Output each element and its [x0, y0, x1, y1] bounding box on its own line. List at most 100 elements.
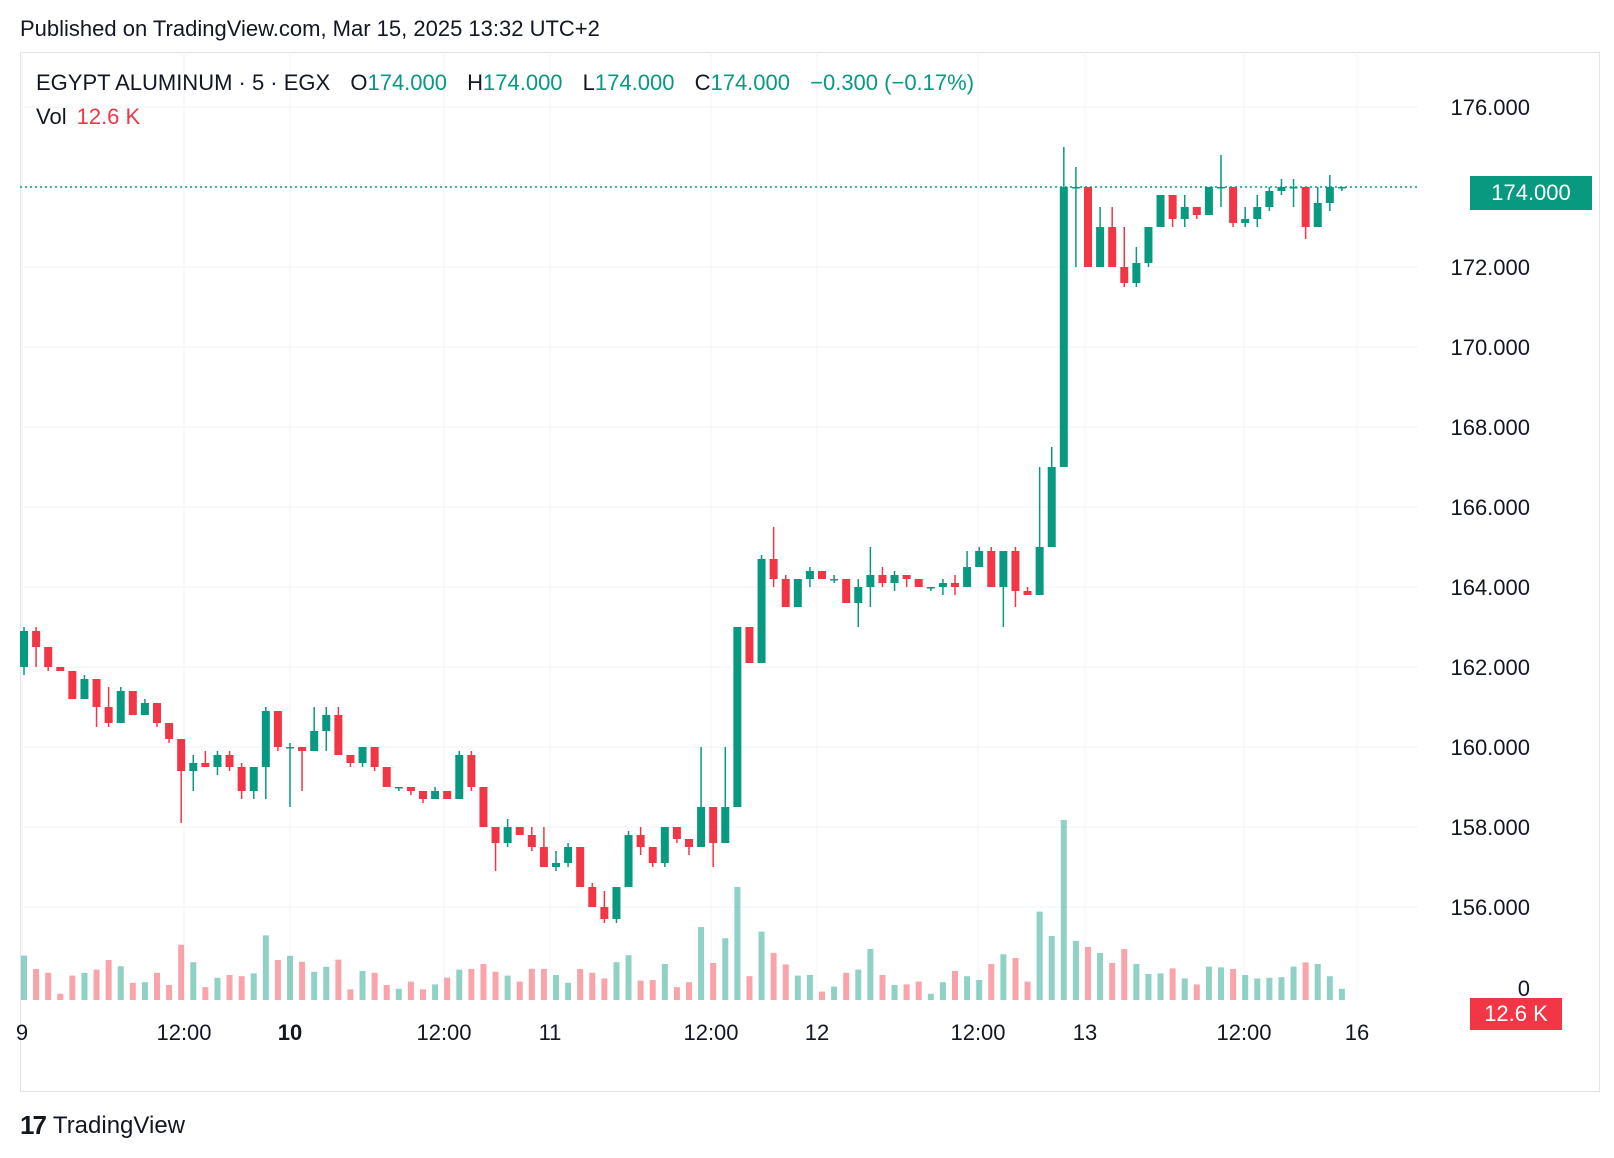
candle-body [793, 579, 802, 607]
x-tick-label: 16 [1345, 1020, 1369, 1045]
candle-body [382, 767, 391, 787]
y-tick-label: 166.000 [1450, 495, 1530, 520]
last-volume-badge: 12.6 K [1470, 998, 1562, 1030]
volume-bar [45, 972, 52, 1000]
candle-body [249, 767, 258, 791]
x-tick-label: 12:00 [683, 1020, 738, 1045]
volume-bar [274, 960, 281, 1000]
x-tick-label: 11 [539, 1020, 562, 1045]
candle-body [721, 807, 730, 843]
volume-bar [553, 975, 559, 1000]
candle-body [1204, 187, 1213, 215]
volume-bar [939, 982, 946, 1000]
candle-body [1144, 227, 1153, 263]
candle-body [1047, 467, 1056, 547]
chart-frame [20, 52, 1600, 1092]
close-label: C [694, 70, 711, 95]
candle-body [165, 723, 174, 739]
volume-bar [311, 971, 318, 1000]
volume-bar [166, 985, 173, 1000]
volume-bar [613, 962, 620, 1000]
candle-body [1229, 187, 1238, 223]
candle-body [660, 827, 669, 863]
x-tick-label: 13 [1073, 1020, 1097, 1045]
candle-body [431, 791, 440, 799]
volume-axis-label: 0 [1518, 976, 1530, 1001]
candle-body [539, 847, 548, 867]
candle-body [636, 835, 645, 847]
candle-body [926, 587, 935, 589]
candle-body [564, 847, 573, 863]
volume-bar [1133, 964, 1140, 1000]
open-value: 174.000 [367, 70, 447, 95]
volume-bar [323, 966, 330, 1000]
x-tick-label: 9 [16, 1020, 28, 1045]
volume-bar [335, 959, 342, 1000]
candle-body [479, 787, 488, 827]
x-tick-label: 12:00 [156, 1020, 211, 1045]
volume-bar [262, 935, 269, 1000]
volume-bar [299, 961, 306, 1000]
low-value: 174.000 [594, 70, 675, 95]
candle-body [552, 863, 560, 867]
candle-body [1023, 591, 1032, 595]
volume-bar [1254, 978, 1261, 1000]
candle-body [975, 551, 984, 567]
candle-body [32, 631, 41, 647]
volume-bar [843, 972, 850, 1000]
volume-bar [1205, 966, 1212, 1000]
volume-bar [202, 987, 209, 1000]
volume-bar [1060, 820, 1067, 1000]
volume-bar [601, 978, 608, 1000]
high-label: H [467, 70, 484, 95]
volume-bar [117, 966, 124, 1000]
volume-bar [577, 969, 584, 1000]
footer-brand[interactable]: 17 TradingView [20, 1110, 185, 1141]
volume-bar [1230, 969, 1237, 1000]
candle-body [225, 755, 234, 767]
volume-bar [371, 972, 378, 1000]
candle-body [1325, 187, 1334, 203]
published-caption: Published on TradingView.com, Mar 15, 20… [20, 16, 600, 41]
open-label: O [350, 70, 368, 95]
volume-bar [480, 964, 487, 1000]
candle-body [455, 755, 464, 799]
volume-bar [492, 971, 499, 1000]
volume-bar [1314, 964, 1321, 1000]
candle-body [733, 627, 742, 807]
volume-bar [1012, 958, 1019, 1000]
candle-body [757, 559, 766, 663]
candle-body [769, 559, 778, 579]
candle-body [467, 755, 476, 787]
volume-bar [81, 972, 88, 1000]
candle-body [1241, 219, 1250, 223]
x-tick-label: 10 [278, 1020, 302, 1045]
volume-bar [444, 977, 451, 1000]
volume-bar [540, 969, 547, 1000]
candle-body [866, 575, 875, 587]
candle-body [201, 763, 210, 767]
candle-body [56, 667, 65, 671]
candle-body [709, 807, 718, 843]
symbol-label: EGYPT ALUMINUM · 5 · EGX [36, 70, 331, 95]
volume-bar [238, 976, 245, 1000]
y-tick-label: 172.000 [1450, 255, 1530, 280]
candle-body [612, 887, 621, 919]
candle-body [177, 739, 186, 771]
candle-body [963, 567, 972, 587]
candle-body [443, 791, 452, 799]
volume-bar [21, 955, 27, 1000]
volume-bar [516, 981, 523, 1000]
y-tick-label: 170.000 [1450, 335, 1530, 360]
candle-body [92, 679, 101, 707]
candle-body [503, 827, 512, 843]
volume-bar [831, 986, 838, 1000]
volume-bar [69, 975, 76, 1000]
candle-body [1156, 195, 1165, 227]
x-tick-label: 12 [805, 1020, 829, 1045]
volume-label: Vol [36, 104, 67, 129]
candle-body [286, 747, 294, 749]
volume-bar [407, 981, 414, 1000]
volume-bar [806, 975, 813, 1000]
